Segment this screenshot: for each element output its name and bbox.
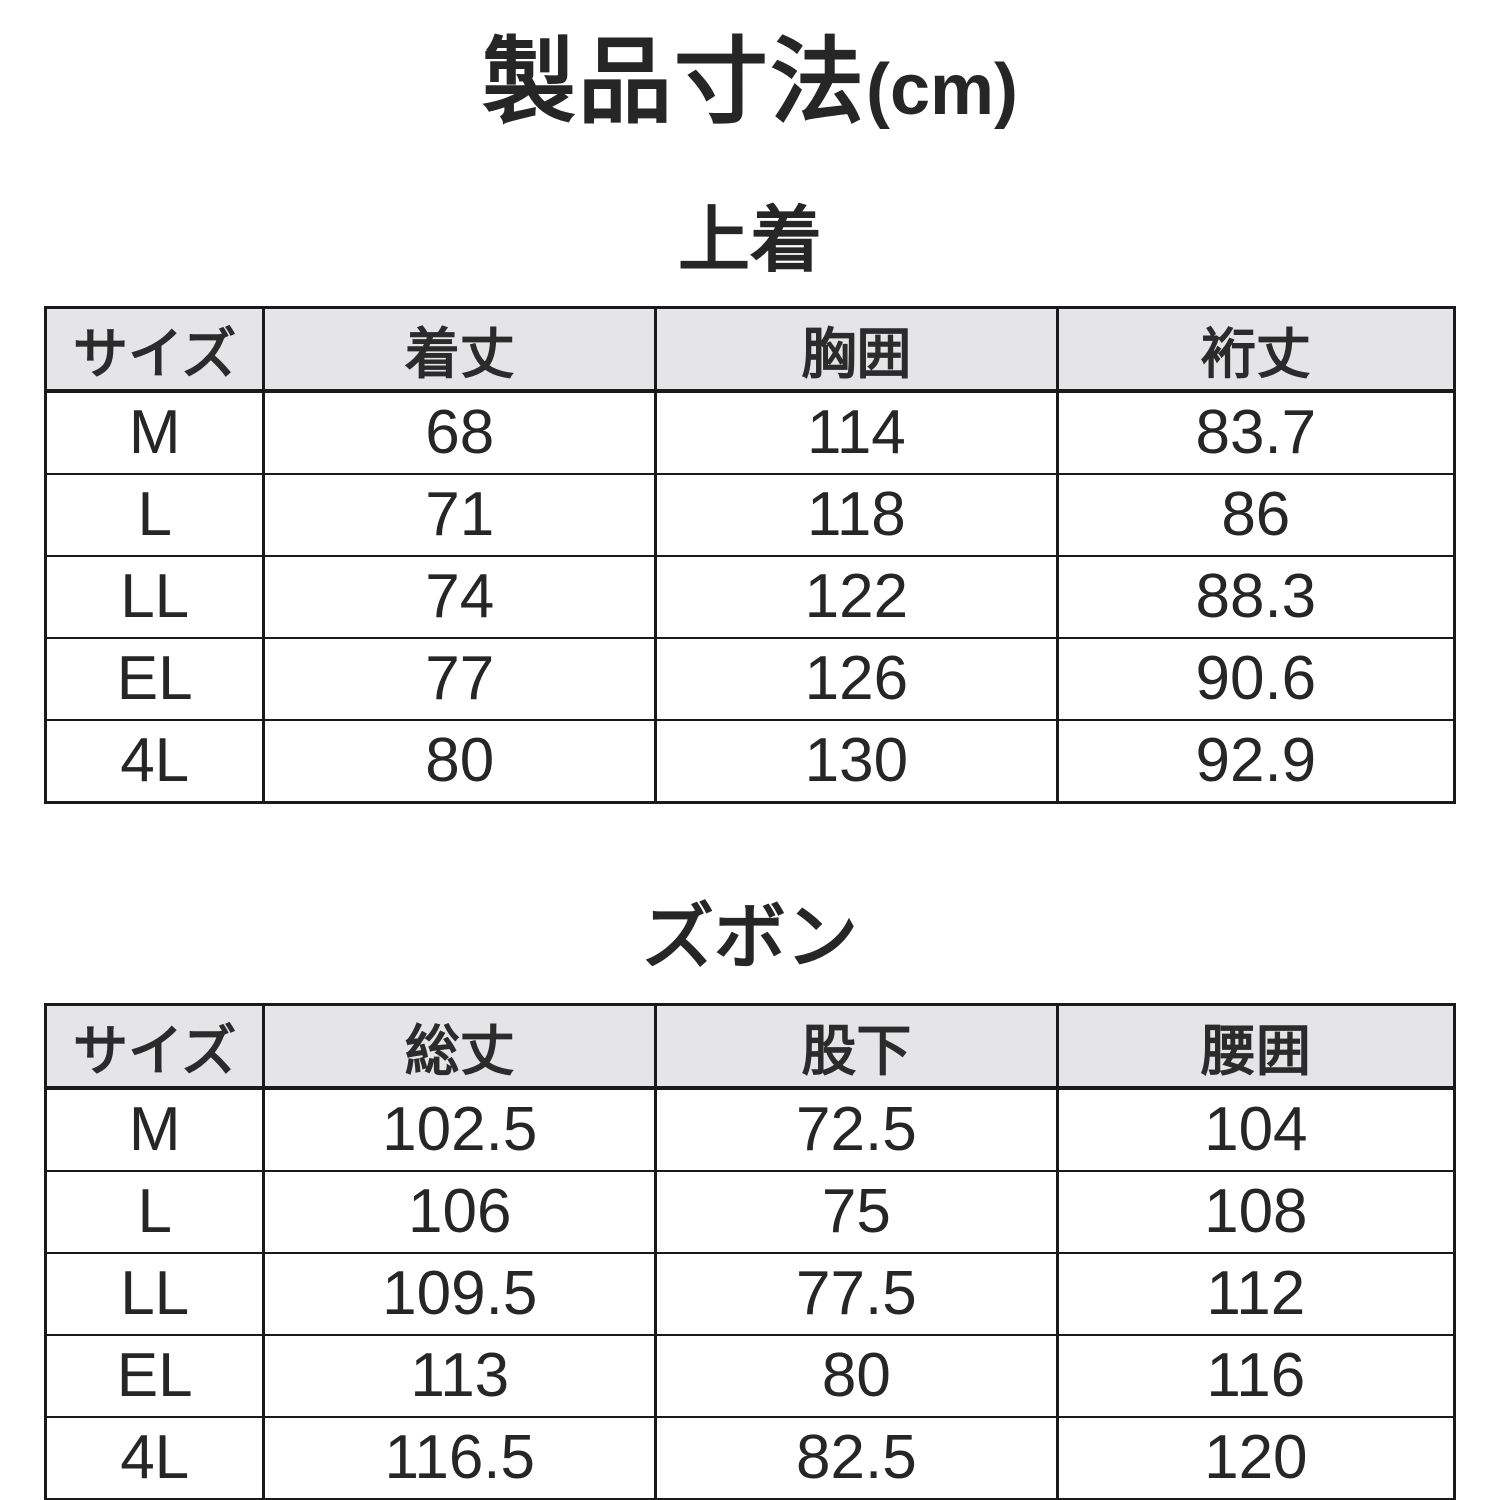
size-cell: L [43,472,266,557]
size-cell: LL [43,1251,266,1336]
value-cell: 75 [654,1169,1059,1254]
column-header-body-length: 着丈 [262,305,658,393]
value-cell: 113 [262,1333,658,1418]
value-cell: 120 [1055,1415,1457,1500]
table-row: LL 74 122 88.3 [43,554,1457,639]
value-cell: 116 [1055,1333,1457,1418]
size-cell: M [43,1086,266,1172]
value-cell: 83.7 [1055,389,1457,475]
table-row: EL 113 80 116 [43,1333,1457,1418]
value-cell: 112 [1055,1251,1457,1336]
value-cell: 106 [262,1169,658,1254]
value-cell: 104 [1055,1086,1457,1172]
value-cell: 82.5 [654,1415,1059,1500]
value-cell: 74 [262,554,658,639]
value-cell: 108 [1055,1169,1457,1254]
value-cell: 77 [262,636,658,721]
size-cell: M [43,389,266,475]
size-cell: EL [43,636,266,721]
value-cell: 88.3 [1055,554,1457,639]
value-cell: 80 [262,718,658,804]
value-cell: 109.5 [262,1251,658,1336]
value-cell: 126 [654,636,1059,721]
size-cell: EL [43,1333,266,1418]
value-cell: 71 [262,472,658,557]
value-cell: 72.5 [654,1086,1059,1172]
value-cell: 116.5 [262,1415,658,1500]
column-header-waist: 腰囲 [1055,1002,1457,1090]
page-title-main: 製品寸法 [481,29,866,134]
table-row: L 106 75 108 [43,1169,1457,1254]
column-header-total-length: 総丈 [262,1002,658,1090]
jacket-header-row: サイズ 着丈 胸囲 裄丈 [43,305,1457,393]
table-row: 4L 116.5 82.5 120 [43,1415,1457,1500]
value-cell: 114 [654,389,1059,475]
column-header-inseam: 股下 [654,1002,1059,1090]
value-cell: 86 [1055,472,1457,557]
size-cell: LL [43,554,266,639]
table-row: LL 109.5 77.5 112 [43,1251,1457,1336]
value-cell: 130 [654,718,1059,804]
jacket-size-table: サイズ 着丈 胸囲 裄丈 M 68 114 83.7 L 71 118 86 L… [43,305,1457,804]
column-header-chest: 胸囲 [654,305,1059,393]
value-cell: 102.5 [262,1086,658,1172]
pants-size-table: サイズ 総丈 股下 腰囲 M 102.5 72.5 104 L 106 75 1… [43,1002,1457,1500]
table-row: M 102.5 72.5 104 [43,1086,1457,1172]
size-cell: 4L [43,718,266,804]
table-row: 4L 80 130 92.9 [43,718,1457,804]
pants-header-row: サイズ 総丈 股下 腰囲 [43,1002,1457,1090]
value-cell: 77.5 [654,1251,1059,1336]
column-header-size: サイズ [43,1002,266,1090]
table-row: EL 77 126 90.6 [43,636,1457,721]
value-cell: 80 [654,1333,1059,1418]
table-row: L 71 118 86 [43,472,1457,557]
size-cell: L [43,1169,266,1254]
value-cell: 90.6 [1055,636,1457,721]
pants-section-caption: ズボン [641,897,858,978]
value-cell: 68 [262,389,658,475]
value-cell: 92.9 [1055,718,1457,804]
size-cell: 4L [43,1415,266,1500]
page-title: 製品寸法(cm) [0,0,1500,139]
value-cell: 118 [654,472,1059,557]
value-cell: 122 [654,554,1059,639]
table-row: M 68 114 83.7 [43,389,1457,475]
column-header-size: サイズ [43,305,266,393]
column-header-sleeve: 裄丈 [1055,305,1457,393]
jacket-section-caption: 上着 [677,200,822,281]
page-title-unit: (cm) [866,50,1019,130]
